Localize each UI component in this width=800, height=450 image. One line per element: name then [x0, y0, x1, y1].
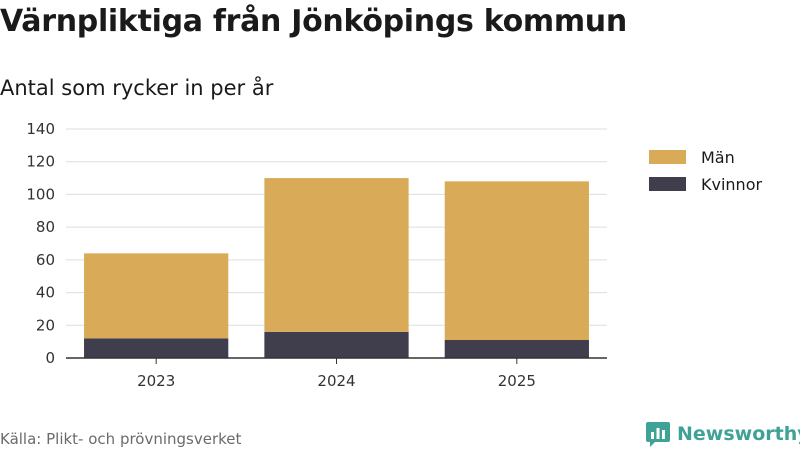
bar-män-2023 [84, 253, 229, 339]
bar-kvinnor-2024 [264, 331, 409, 358]
chart-subtitle: Antal som rycker in per år [0, 76, 274, 100]
bar-män-2025 [444, 181, 589, 341]
y-tick-label: 80 [36, 218, 55, 236]
x-axis-ticks: 2023 2024 2025 [137, 358, 536, 390]
y-tick-label: 120 [26, 153, 55, 171]
x-tick-label: 2024 [317, 372, 355, 390]
bar-män-2024 [264, 178, 409, 332]
brand-logo: Newsworthy [645, 419, 800, 449]
y-axis-ticks: 0 20 40 60 80 100 120 140 [26, 120, 55, 367]
legend-swatch-kvinnor [649, 177, 686, 191]
x-tick-label: 2025 [498, 372, 536, 390]
source-note: Källa: Plikt- och prövningsverket [0, 430, 242, 448]
bar-kvinnor-2025 [444, 340, 589, 358]
bars [84, 178, 589, 358]
legend-label-kvinnor: Kvinnor [701, 175, 762, 194]
y-tick-label: 40 [36, 284, 55, 302]
chart-title: Värnpliktiga från Jönköpings kommun [0, 4, 627, 39]
legend: Män Kvinnor [649, 148, 762, 194]
y-tick-label: 60 [36, 251, 55, 269]
legend-swatch-män [649, 150, 686, 164]
brand-name: Newsworthy [677, 423, 800, 445]
newsworthy-logo-icon [646, 422, 670, 447]
y-tick-label: 20 [36, 316, 55, 334]
y-tick-label: 0 [45, 349, 55, 367]
y-tick-label: 100 [26, 185, 55, 203]
x-tick-label: 2023 [137, 372, 175, 390]
legend-label-män: Män [701, 148, 735, 167]
y-tick-label: 140 [26, 120, 55, 138]
bar-kvinnor-2023 [84, 338, 229, 358]
